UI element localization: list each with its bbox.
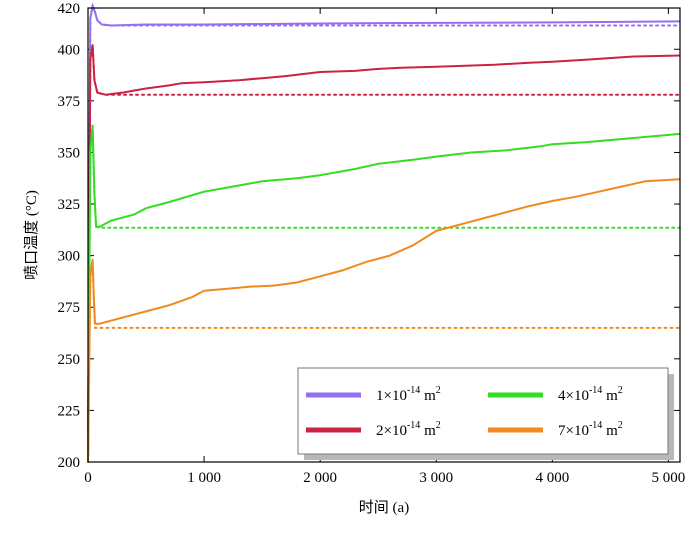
series-line-1 <box>87 4 681 463</box>
y-tick-label: 325 <box>58 197 81 213</box>
legend-label-part: 2 <box>618 385 623 396</box>
legend-label-part: m <box>602 423 618 439</box>
legend-label-part: 2 <box>436 420 441 431</box>
legend-label-4: 7×10-14 m2 <box>558 420 623 439</box>
legend-label-1: 1×10-14 m2 <box>376 385 441 404</box>
x-tick-label: 3 000 <box>419 470 453 486</box>
series-line-2 <box>87 44 681 463</box>
y-tick-label: 275 <box>58 300 81 316</box>
legend-label-part: 2×10 <box>376 423 407 439</box>
legend-label-part: 4×10 <box>558 388 589 404</box>
legend-label-part: -14 <box>589 420 602 431</box>
x-tick-label: 4 000 <box>535 470 569 486</box>
x-tick-label: 1 000 <box>187 470 221 486</box>
y-axis-title: 喷口温度 (°C) <box>23 190 40 280</box>
legend-label-part: -14 <box>407 385 420 396</box>
legend-label-part: 7×10 <box>558 423 589 439</box>
legend-label-part: m <box>602 388 618 404</box>
legend-items: 1×10-14 m2 4×10-14 m22×10-14 m2 7×10-14 m2 <box>306 385 623 439</box>
legend-label-part: 2 <box>618 420 623 431</box>
x-tick-labels: 0 1 000 2 000 3 000 4 000 5 000 <box>84 470 685 486</box>
y-tick-label: 350 <box>58 145 81 161</box>
y-tick-label: 250 <box>58 352 81 368</box>
y-tick-labels: 200 225 250 275 300 325 350 375 400 420 <box>58 1 81 471</box>
series-line-4 <box>87 178 681 463</box>
legend-label-2: 2×10-14 m2 <box>376 420 441 439</box>
x-axis-title: 时间 (a) <box>359 499 409 516</box>
legend: 1×10-14 m2 4×10-14 m22×10-14 m2 7×10-14 m2 <box>297 367 674 460</box>
plot-frame <box>87 7 681 463</box>
y-tick-label: 375 <box>58 94 81 110</box>
y-tick-label: 300 <box>58 249 81 265</box>
x-tick-label: 5 000 <box>652 470 686 486</box>
legend-label-part: m <box>420 388 436 404</box>
legend-label-3: 4×10-14 m2 <box>558 385 623 404</box>
y-tick-label: 200 <box>58 455 81 471</box>
y-tick-label: 420 <box>58 1 81 17</box>
series-line-3 <box>87 124 681 463</box>
legend-label-part: -14 <box>589 385 602 396</box>
legend-label-part: 2 <box>436 385 441 396</box>
y-tick-label: 400 <box>58 42 81 58</box>
y-tick-label: 225 <box>58 403 81 419</box>
legend-label-part: -14 <box>407 420 420 431</box>
x-tick-label: 0 <box>84 470 92 486</box>
legend-label-part: m <box>420 423 436 439</box>
x-tick-label: 2 000 <box>303 470 337 486</box>
legend-box <box>297 367 669 455</box>
series-layer <box>87 2 681 463</box>
legend-label-part: 1×10 <box>376 388 407 404</box>
